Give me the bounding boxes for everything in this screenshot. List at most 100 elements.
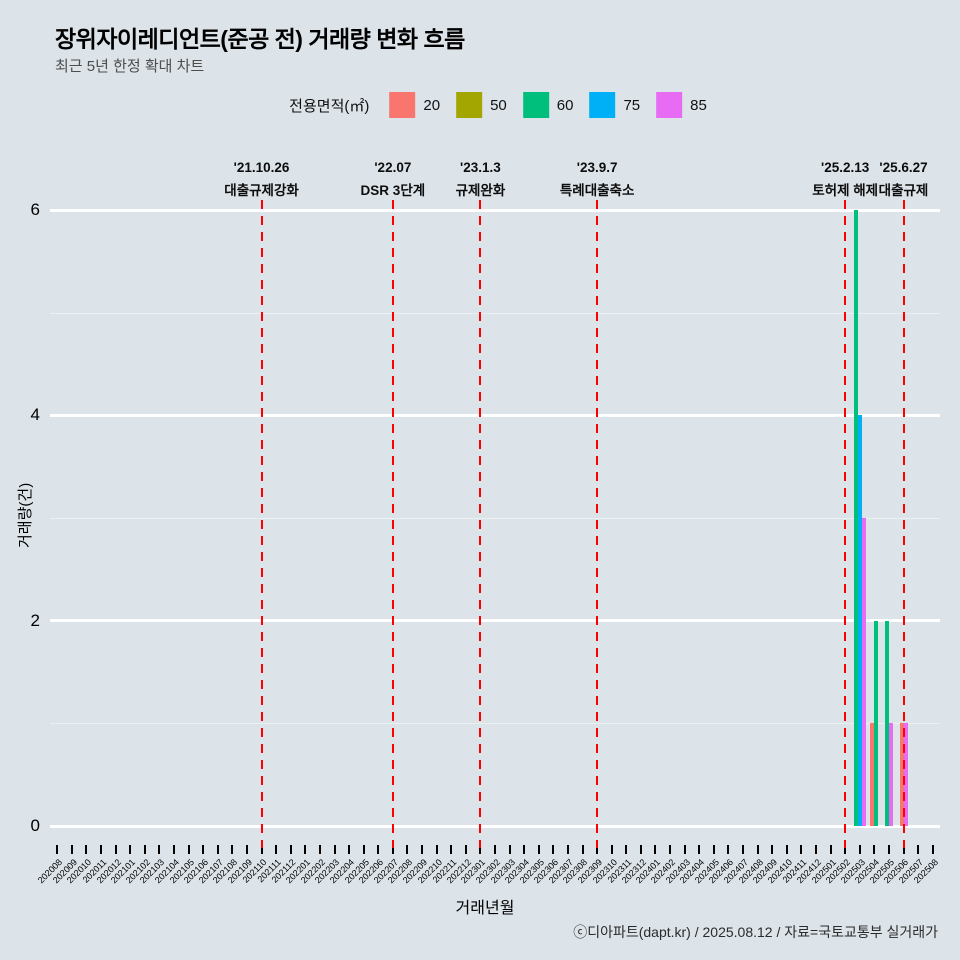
x-tick <box>771 845 774 854</box>
x-tick <box>318 845 321 854</box>
event-annotation-5: '25.2.13 토허제 해제 <box>812 160 878 199</box>
event-label: 대출규제강화 <box>224 183 299 198</box>
x-axis-title: 거래년월 <box>455 900 515 917</box>
x-tick <box>216 845 219 854</box>
x-tick <box>100 845 103 854</box>
event-date: '25.2.13 <box>821 160 870 175</box>
legend-item-label: 60 <box>556 96 574 114</box>
legend-title: 전용면적(㎡) <box>289 97 370 115</box>
legend-swatch-20 <box>389 92 416 118</box>
event-date: '22.07 <box>374 160 412 175</box>
x-tick <box>581 845 584 854</box>
x-tick <box>523 845 526 854</box>
bar-202506-20 <box>899 723 904 826</box>
x-tick <box>931 845 934 854</box>
gridline-minor <box>50 723 940 725</box>
legend-swatch-75 <box>589 92 616 118</box>
x-tick <box>494 845 496 854</box>
x-tick <box>917 845 920 854</box>
event-annotation-2: '22.07 DSR 3단계 <box>361 160 426 199</box>
legend-swatch-50 <box>456 92 483 118</box>
x-tick <box>56 845 59 854</box>
event-annotation-1: '21.10.26 대출규제강화 <box>224 160 299 199</box>
event-date: '25.6.27 <box>879 160 928 175</box>
x-tick <box>304 845 307 854</box>
x-tick <box>85 845 88 854</box>
legend-item-50: 50 <box>456 92 507 118</box>
x-tick <box>231 845 234 854</box>
bar-202504-20 <box>870 723 875 826</box>
event-label: 특례대출축소 <box>559 183 635 198</box>
legend-swatch-60 <box>522 92 549 118</box>
x-tick <box>464 845 467 854</box>
x-tick <box>173 845 176 854</box>
gridline-minor <box>50 518 940 519</box>
gridline-minor <box>50 312 940 314</box>
legend-item-20: 20 <box>389 92 440 118</box>
x-tick <box>727 845 730 854</box>
event-label: DSR 3단계 <box>360 183 426 198</box>
bar-202503-60 <box>853 210 858 826</box>
event-label: 대출규제 <box>878 183 929 198</box>
event-label: 토허제 해제 <box>812 183 879 198</box>
event-label: 규제완화 <box>455 183 506 198</box>
event-date: '23.9.7 <box>576 160 618 175</box>
gridline <box>50 619 940 623</box>
y-tick-label: 4 <box>30 405 40 425</box>
legend-item-60: 60 <box>522 92 574 118</box>
x-tick <box>829 845 832 854</box>
x-tick <box>129 845 132 854</box>
event-line-1 <box>260 200 263 848</box>
bar-202503-75 <box>857 415 862 826</box>
x-tick <box>362 845 365 854</box>
x-tick <box>70 845 73 854</box>
x-tick <box>858 845 861 854</box>
x-tick <box>756 845 759 854</box>
event-line-6 <box>902 200 905 848</box>
event-line-3 <box>479 200 482 848</box>
y-axis-title: 거래량(건) <box>17 482 34 548</box>
x-tick <box>814 845 817 854</box>
event-date: '21.10.26 <box>233 160 290 175</box>
x-tick <box>742 845 745 854</box>
page-title: 장위자이레디언트(준공 전) 거래량 변화 흐름 <box>55 26 465 52</box>
legend-swatch-85 <box>656 92 683 118</box>
x-tick <box>683 845 686 854</box>
x-tick <box>406 845 409 854</box>
x-tick <box>245 845 248 854</box>
x-tick <box>435 845 438 854</box>
event-line-2 <box>391 200 394 848</box>
x-tick <box>610 845 613 854</box>
x-tick <box>114 845 117 854</box>
x-tick <box>887 845 890 854</box>
event-date: '23.1.3 <box>460 160 501 175</box>
y-tick-label: 2 <box>30 610 40 630</box>
x-tick <box>143 845 146 854</box>
x-tick <box>596 845 599 854</box>
x-tick <box>654 845 657 854</box>
x-tick <box>450 845 453 854</box>
x-tick <box>639 845 642 854</box>
x-tick <box>873 845 876 854</box>
x-tick <box>537 845 540 854</box>
plot-area <box>50 200 940 848</box>
x-tick <box>902 845 905 854</box>
x-tick <box>552 845 555 854</box>
legend-item-label: 85 <box>690 96 707 114</box>
bar-202505-60 <box>884 620 889 826</box>
x-tick <box>275 845 278 854</box>
x-tick <box>333 845 336 854</box>
x-tick <box>785 845 788 854</box>
x-tick <box>712 845 715 854</box>
x-tick <box>625 845 628 854</box>
x-tick <box>289 845 292 854</box>
x-tick <box>800 845 803 854</box>
event-line-4 <box>596 200 599 848</box>
y-tick-label: 6 <box>30 200 40 219</box>
legend-items: 20 50 60 75 85 <box>389 92 707 118</box>
x-tick <box>348 845 351 854</box>
legend-item-85: 85 <box>656 92 707 118</box>
footer-credit: ⓒ디아파트(dapt.kr) / 2025.08.12 / 자료=국토교통부 실… <box>573 924 938 940</box>
legend-item-label: 50 <box>490 96 507 114</box>
